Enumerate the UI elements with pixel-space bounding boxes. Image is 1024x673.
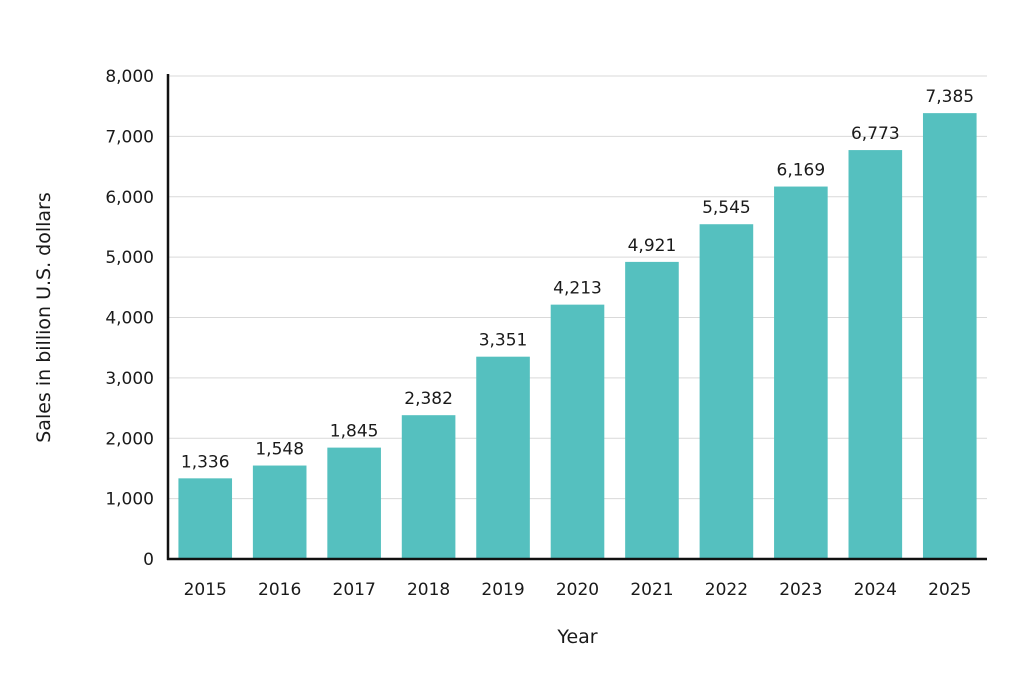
y-tick-label: 8,000 [105, 67, 154, 87]
data-label: 7,385 [925, 87, 974, 107]
bar [476, 356, 530, 559]
y-tick-label: 4,000 [105, 309, 154, 329]
y-axis-title: Sales in billion U.S. dollars [33, 192, 55, 443]
y-tick-label: 0 [143, 550, 154, 570]
data-label: 4,921 [628, 236, 677, 256]
x-tick-label: 2022 [705, 580, 748, 600]
x-tick-label: 2018 [407, 580, 450, 600]
data-label: 4,213 [553, 279, 602, 299]
x-tick-label: 2025 [928, 580, 971, 600]
bar [848, 150, 903, 559]
y-tick-labels: 0 1,000 2,000 3,000 4,000 5,000 6,000 7,000 8,00… [105, 67, 154, 570]
x-tick-labels: 2015 2016 2017 2018 2019 2020 2021 2022 2023 2024… [184, 580, 972, 600]
x-tick-label: 2016 [258, 580, 301, 600]
y-tick-label: 1,000 [105, 490, 154, 510]
data-label: 3,351 [479, 331, 528, 351]
axes [166, 74, 987, 561]
bar [699, 224, 754, 559]
x-tick-label: 2021 [630, 580, 673, 600]
bar [401, 415, 456, 559]
y-tick-label: 3,000 [105, 369, 154, 389]
y-tick-label: 6,000 [105, 188, 154, 208]
bar [252, 465, 307, 559]
bar [327, 447, 381, 559]
bar [625, 261, 679, 559]
data-label: 6,169 [777, 161, 826, 181]
x-tick-label: 2023 [779, 580, 822, 600]
bar [774, 186, 828, 559]
x-tick-label: 2020 [556, 580, 599, 600]
data-label: 5,545 [702, 198, 751, 218]
value-labels: 1,336 1,548 1,845 2,382 3,351 4,213 4,921 5,545… [181, 87, 974, 472]
x-tick-label: 2015 [184, 580, 227, 600]
data-label: 6,773 [851, 124, 900, 144]
data-label: 1,845 [330, 422, 379, 442]
bar [178, 478, 233, 559]
data-label: 2,382 [404, 389, 453, 409]
x-tick-label: 2017 [333, 580, 376, 600]
data-label: 1,548 [255, 440, 304, 460]
y-tick-label: 5,000 [105, 248, 154, 268]
y-tick-label: 2,000 [105, 429, 154, 449]
x-tick-label: 2024 [854, 580, 897, 600]
bar [550, 304, 605, 559]
bars [178, 113, 977, 560]
y-tick-label: 7,000 [105, 127, 154, 147]
bar [922, 113, 977, 560]
data-label: 1,336 [181, 452, 230, 472]
x-axis-title: Year [556, 626, 597, 648]
x-tick-label: 2019 [481, 580, 524, 600]
